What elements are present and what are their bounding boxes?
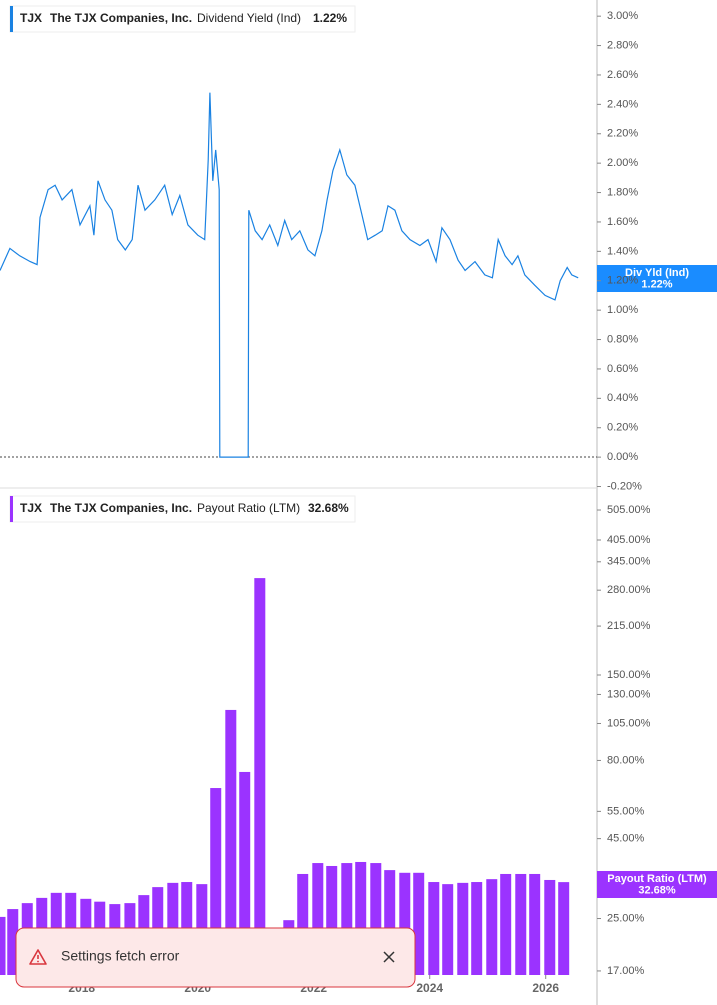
y-tick-label: 3.00% <box>607 10 638 22</box>
bar <box>413 872 425 975</box>
y-tick-label: 2.40% <box>607 98 638 110</box>
ticker: TJX <box>20 11 42 25</box>
bar <box>7 909 19 975</box>
y-tick-label: 2.80% <box>607 39 638 51</box>
bar <box>399 872 411 975</box>
y-tick-label: -0.20% <box>607 480 642 492</box>
y-tick-label: 150.00% <box>607 669 651 681</box>
y-tick-label: 1.20% <box>607 275 638 287</box>
bar <box>428 882 440 975</box>
y-tick-label: 1.60% <box>607 216 638 228</box>
y-tick-label: 2.20% <box>607 128 638 140</box>
warning-icon <box>29 949 47 965</box>
line <box>0 92 579 458</box>
y-tick-label: 55.00% <box>607 805 645 817</box>
bar <box>370 863 382 975</box>
y-tick-label: 1.40% <box>607 245 638 257</box>
y-tick-label: 0.20% <box>607 422 638 434</box>
bar <box>442 884 454 975</box>
legend-value: 32.68% <box>308 501 349 515</box>
y-tick-label: 80.00% <box>607 754 645 766</box>
bar <box>326 865 338 975</box>
bar <box>341 863 353 975</box>
y-tick-label: 1.80% <box>607 186 638 198</box>
legend-color <box>10 496 13 522</box>
legend-color <box>10 6 13 32</box>
legend-name: Dividend Yield (Ind) <box>197 11 301 25</box>
bar <box>312 863 324 975</box>
bar <box>529 873 541 975</box>
bar <box>384 870 396 975</box>
warning-icon <box>37 960 39 963</box>
y-tick-label: 2.60% <box>607 69 638 81</box>
bar <box>254 578 266 975</box>
legend-box <box>9 495 356 523</box>
bar <box>210 788 222 975</box>
bar <box>355 861 367 975</box>
bar <box>0 916 6 975</box>
value-badge <box>597 265 717 292</box>
value-badge <box>597 871 717 898</box>
y-tick-label: 0.00% <box>607 451 638 463</box>
legend-name: Payout Ratio (LTM) <box>197 501 300 515</box>
x-tick-label: 2024 <box>416 981 443 995</box>
y-tick-label: 505.00% <box>607 504 651 516</box>
bar <box>239 771 251 975</box>
bar <box>457 882 469 975</box>
y-tick-label: 17.00% <box>607 965 645 977</box>
bar <box>558 882 570 975</box>
toast: Settings fetch error <box>15 927 416 988</box>
legend-value: 1.22% <box>313 11 347 25</box>
bar <box>471 882 483 975</box>
y-tick-label: 0.60% <box>607 363 638 375</box>
y-tick-label: 2.00% <box>607 157 638 169</box>
bar <box>544 879 556 975</box>
y-tick-label: 280.00% <box>607 584 651 596</box>
bar <box>515 873 527 975</box>
toast-message: Settings fetch error <box>61 948 180 964</box>
close-icon[interactable] <box>383 951 395 963</box>
y-tick-label: 0.80% <box>607 333 638 345</box>
close-button[interactable] <box>379 947 399 967</box>
toast-box <box>15 927 416 988</box>
badge-label: Payout Ratio (LTM) <box>607 873 707 885</box>
bar <box>500 873 512 975</box>
y-tick-label: 1.00% <box>607 304 638 316</box>
y-tick-label: 405.00% <box>607 534 651 546</box>
y-tick-label: 105.00% <box>607 717 651 729</box>
y-tick-label: 345.00% <box>607 556 651 568</box>
y-tick-label: 25.00% <box>607 912 645 924</box>
company: The TJX Companies, Inc. <box>50 501 192 515</box>
badge-label: Div Yld (Ind) <box>625 267 689 279</box>
badge-value: 32.68% <box>638 884 676 896</box>
bar <box>486 879 498 975</box>
legend-box <box>9 5 356 33</box>
overlay: TJX The TJX Companies, Inc. Dividend Yie… <box>9 5 717 898</box>
bar <box>297 873 309 975</box>
badge-value: 1.22% <box>641 278 672 290</box>
ticker: TJX <box>20 501 42 515</box>
plot <box>0 92 579 975</box>
y-tick-label: 0.40% <box>607 392 638 404</box>
y-tick-label: 215.00% <box>607 620 651 632</box>
y-tick-label: 45.00% <box>607 833 645 845</box>
company: The TJX Companies, Inc. <box>50 11 192 25</box>
y-tick-label: 130.00% <box>607 688 651 700</box>
x-tick-label: 2026 <box>532 981 559 995</box>
bar <box>225 709 237 975</box>
